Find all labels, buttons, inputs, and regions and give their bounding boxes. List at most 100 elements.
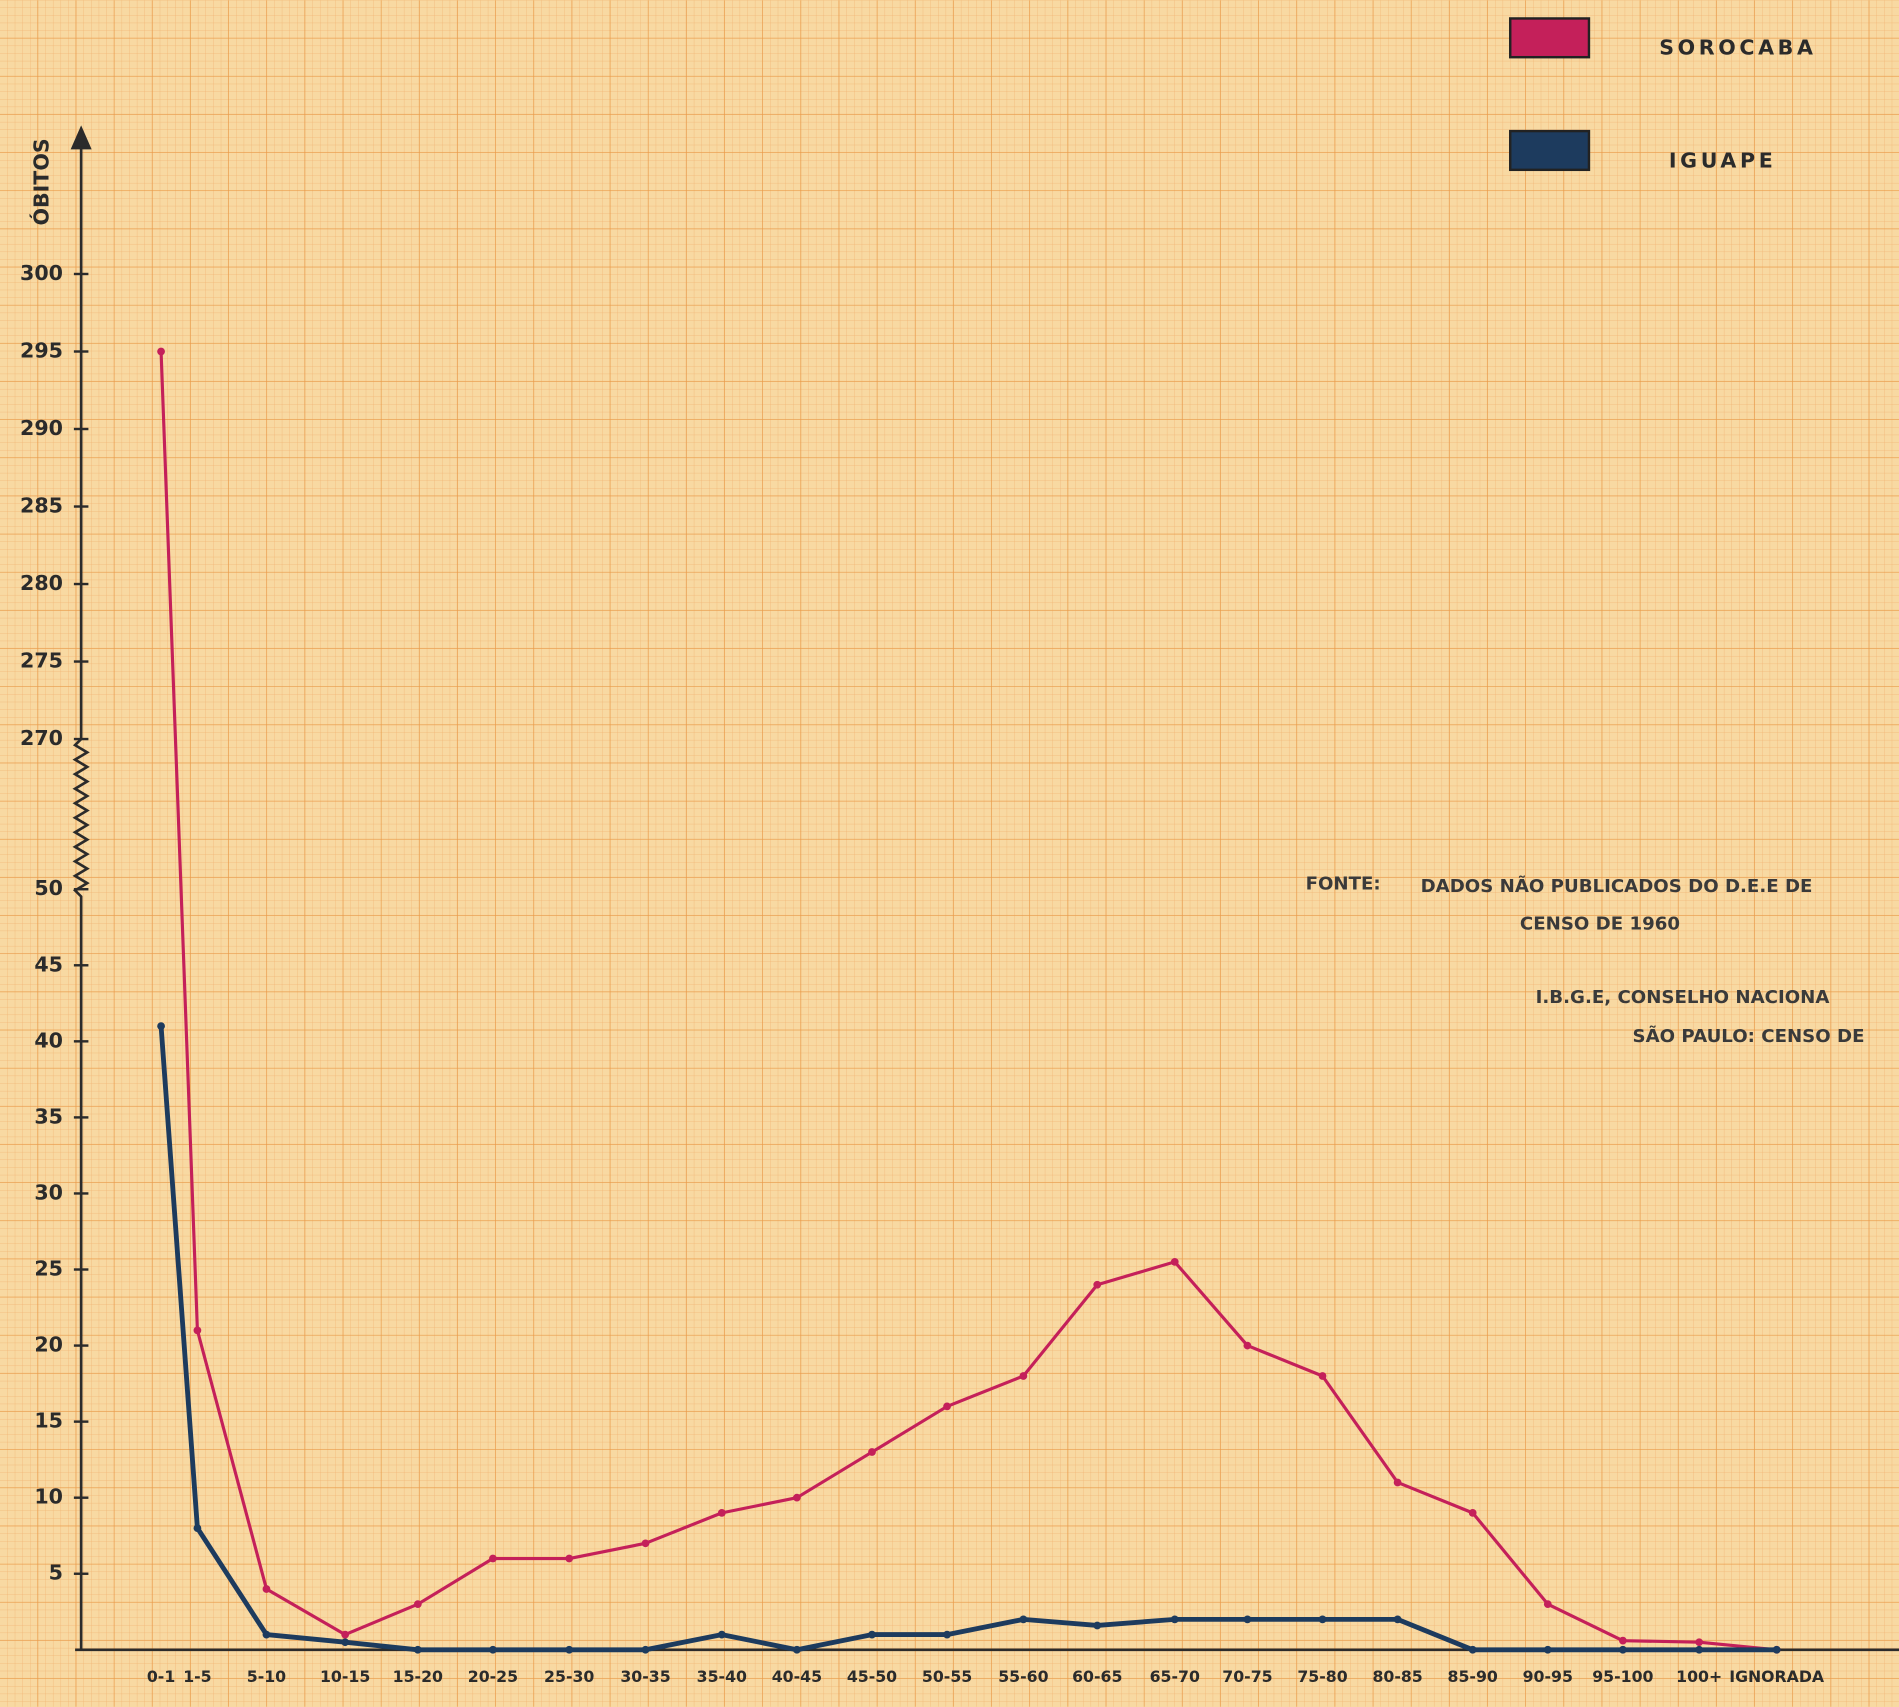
legend-label: IGUAPE [1669,148,1776,172]
x-tick-label: 5-10 [247,1667,286,1686]
y-tick-label: 50 [34,876,63,900]
y-tick-label: 35 [34,1104,63,1128]
y-axis-label: ÓBITOS [28,138,53,225]
data-point [489,1554,497,1563]
data-point [341,1638,350,1647]
x-tick-label: 40-45 [772,1667,822,1686]
legend-swatch [1509,129,1591,172]
x-tick-label: 100+ [1676,1667,1722,1686]
y-tick-label: 270 [20,726,63,750]
data-point [565,1554,574,1563]
source-text: CENSO DE 1960 [1520,913,1680,934]
y-tick-label: 275 [20,649,63,673]
x-tick-label: 1-5 [183,1667,211,1686]
source-text: DADOS NÃO PUBLICADOS DO D.E.E DE [1421,874,1813,897]
x-tick-label: 65-70 [1150,1667,1200,1686]
data-point [565,1645,574,1654]
x-tick-label: 15-20 [393,1667,443,1686]
data-point [1772,1645,1781,1654]
y-axis [72,133,90,1650]
x-tick-label: 25-30 [544,1667,594,1686]
data-point [641,1645,650,1654]
y-tick-label: 295 [20,339,63,363]
x-tick-label: 20-25 [468,1667,518,1686]
data-point [1695,1638,1704,1647]
y-tick-label: 25 [34,1257,63,1281]
data-point [413,1645,422,1654]
source-text: I.B.G.E, CONSELHO NACIONA [1536,987,1830,1008]
data-point [1243,1615,1252,1624]
x-tick-label: 0-1 [147,1667,175,1686]
legend-label: SOROCABA [1659,36,1816,60]
data-point [341,1630,350,1639]
x-tick-label: 95-100 [1592,1667,1653,1686]
data-point [157,347,165,356]
y-tick-label: 300 [20,261,63,285]
data-point [157,1022,165,1031]
data-point [1093,1621,1102,1630]
x-tick-label: 50-55 [922,1667,972,1686]
x-tick-label: 90-95 [1523,1667,1573,1686]
data-point [793,1493,801,1502]
data-point [1618,1636,1627,1645]
x-tick-label: 30-35 [620,1667,670,1686]
data-point [262,1585,271,1593]
source-label: FONTE: [1306,873,1381,894]
x-tick-label: 70-75 [1222,1667,1272,1686]
data-point [1318,1372,1327,1380]
data-point [1695,1645,1704,1654]
data-point [717,1509,726,1517]
x-tick-label: 80-85 [1372,1667,1422,1686]
data-point [413,1600,422,1609]
data-point [868,1448,876,1456]
data-point [1318,1615,1327,1624]
data-point [641,1539,650,1548]
y-tick-label: 280 [20,571,63,595]
data-point [262,1630,271,1639]
y-tick-label: 30 [34,1180,63,1204]
y-tick-label: 15 [34,1409,63,1433]
data-point [1468,1509,1477,1517]
data-point [1543,1600,1552,1609]
data-point [1393,1478,1402,1487]
data-point [193,1326,202,1335]
data-point [1543,1645,1552,1654]
data-point [489,1645,497,1654]
data-point [793,1645,801,1654]
data-point [193,1524,202,1532]
x-tick-label: 10-15 [320,1667,370,1686]
x-tick-label: IGNORADA [1729,1667,1825,1686]
y-tick-label: 45 [34,952,63,976]
data-point [1019,1615,1028,1624]
x-tick-label: 75-80 [1297,1667,1347,1686]
data-point [1019,1372,1028,1380]
data-point [1393,1615,1402,1624]
data-point [943,1402,951,1411]
data-point [1618,1645,1627,1654]
x-tick-label: 35-40 [697,1667,747,1686]
y-tick-label: 40 [34,1028,63,1052]
data-point [943,1630,951,1639]
x-tick-label: 55-60 [998,1667,1048,1686]
data-point [1170,1258,1179,1266]
data-point [1170,1615,1179,1624]
x-tick-label: 45-50 [847,1667,897,1686]
data-point [1093,1280,1102,1289]
source-text: SÃO PAULO: CENSO DE [1633,1024,1865,1047]
y-tick-label: 285 [20,494,63,518]
y-axis-arrow [70,125,92,150]
x-tick-label: 85-90 [1448,1667,1498,1686]
x-tick-label: 60-65 [1072,1667,1122,1686]
data-point [868,1630,876,1639]
data-point [1243,1341,1252,1350]
y-tick-label: 5 [49,1561,63,1585]
data-point [1468,1645,1477,1654]
y-tick-label: 10 [34,1485,63,1509]
y-tick-label: 290 [20,416,63,440]
legend-swatch [1509,17,1591,59]
data-point [717,1630,726,1639]
y-tick-label: 20 [34,1333,63,1357]
